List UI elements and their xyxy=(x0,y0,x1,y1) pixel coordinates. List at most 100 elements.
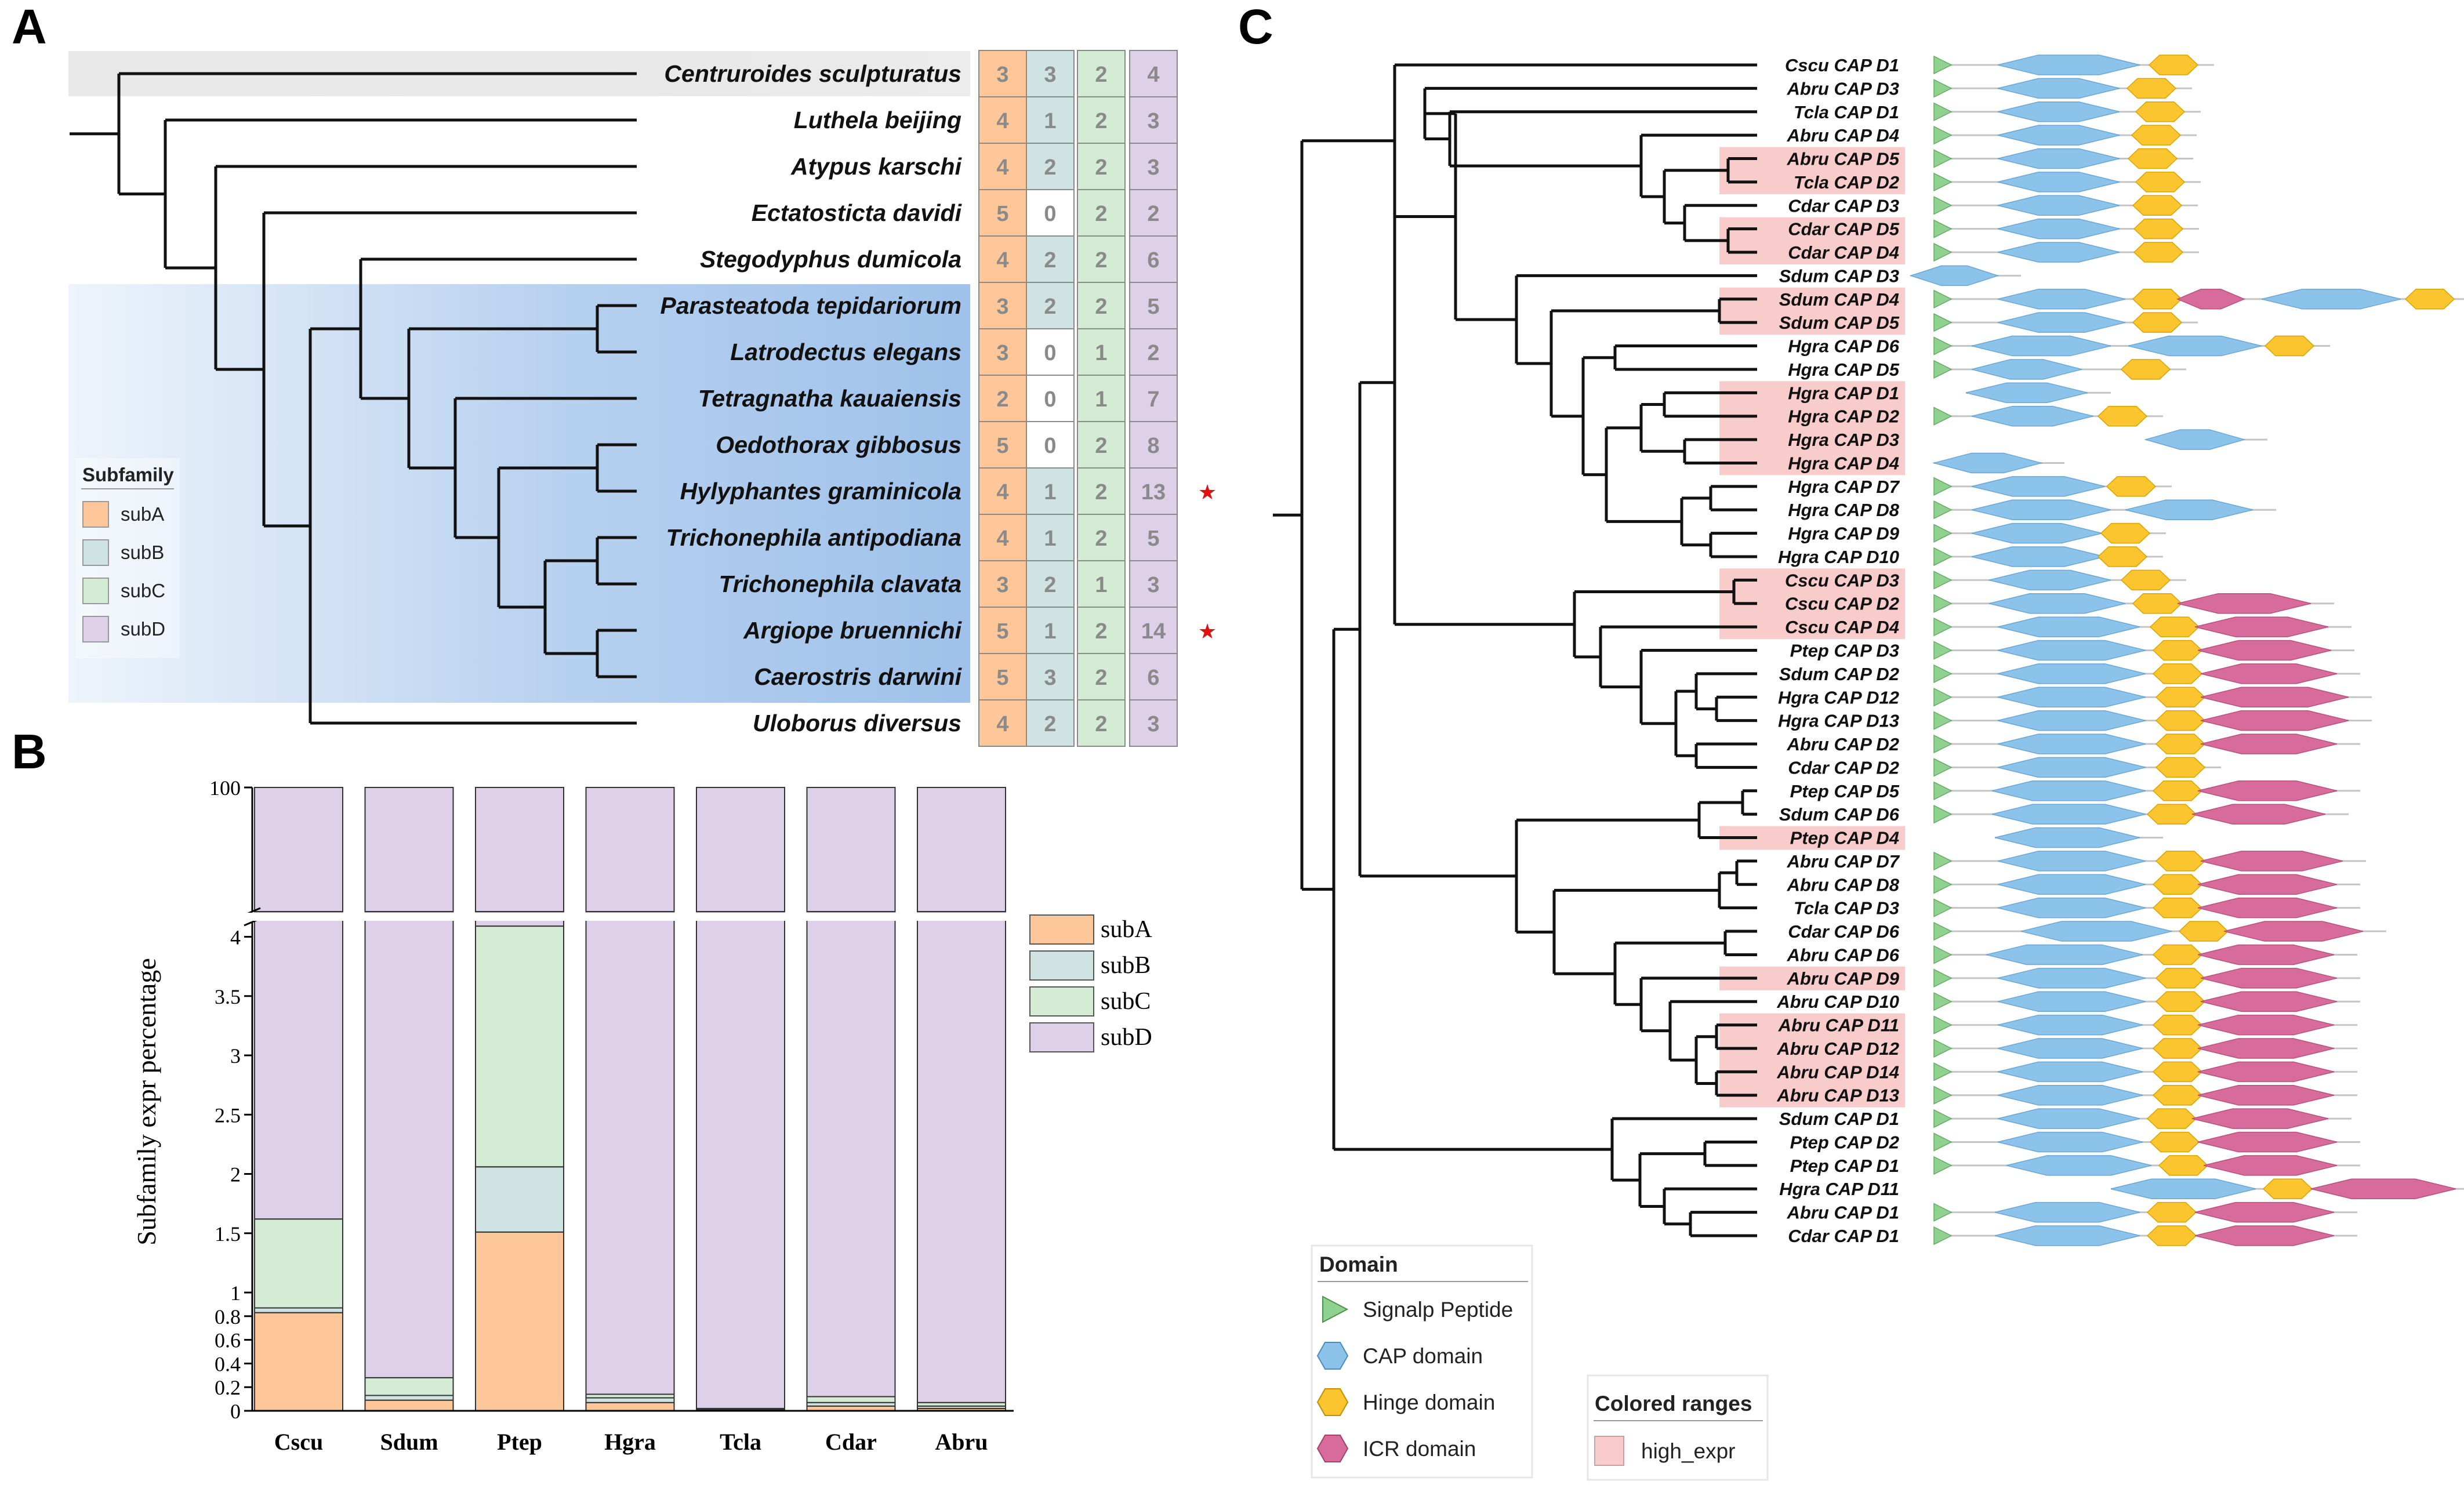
count-cell xyxy=(1077,282,1126,329)
count-cell xyxy=(1077,375,1126,422)
cap-domain xyxy=(1997,125,2120,146)
count-value: 2 xyxy=(1044,295,1056,319)
domain-legend-label: Signalp Peptide xyxy=(1363,1298,1513,1322)
panel-c-gene-tree: Cscu CAP D1 Abru CAP D3 Tcla CAP D1 Abru CA… xyxy=(1273,55,2464,1481)
hinge-domain xyxy=(2155,734,2206,754)
x-tick-label: Abru xyxy=(935,1429,988,1455)
cap-domain xyxy=(2261,289,2401,310)
signal-peptide-icon xyxy=(1933,898,1953,917)
gene-name: Hgra CAP D5 xyxy=(1788,360,1900,380)
icr-domain xyxy=(2200,710,2349,731)
gene-name: Sdum CAP D4 xyxy=(1779,289,1899,310)
legend-cap-icon xyxy=(1316,1342,1349,1370)
star-icon: ★ xyxy=(1198,619,1217,643)
hinge-domain xyxy=(2132,593,2183,614)
species-name: Centruroides sculpturatus xyxy=(664,60,961,87)
bar-segment-subD xyxy=(696,912,785,1409)
gene-name: Hgra CAP D6 xyxy=(1788,336,1900,357)
hinge-domain xyxy=(2135,172,2186,193)
hinge-domain xyxy=(2100,522,2151,544)
cap-domain xyxy=(2128,335,2262,357)
chart-legend-swatch xyxy=(1029,986,1094,1017)
gene-name: Tcla CAP D2 xyxy=(1794,172,1899,193)
bar-segment-subD xyxy=(585,912,675,1395)
gene-name: Hgra CAP D12 xyxy=(1778,687,1899,707)
bar-segment-subC xyxy=(364,1377,454,1396)
count-cell xyxy=(1077,653,1126,700)
y-tick-label: 4 xyxy=(230,926,241,949)
hinge-domain xyxy=(2133,218,2184,239)
hinge-domain xyxy=(2120,569,2171,591)
signal-peptide-icon xyxy=(1933,804,1953,824)
signal-peptide-icon xyxy=(1933,102,1953,121)
hinge-domain xyxy=(2097,405,2148,427)
icr-domain xyxy=(2200,734,2338,754)
y-tick-label: 100 xyxy=(209,776,241,800)
signal-peptide-icon xyxy=(1933,125,1953,145)
signal-peptide-icon xyxy=(1933,875,1953,894)
count-cell xyxy=(978,328,1027,376)
subfamily-legend: Subfamily subA subB subC subD xyxy=(75,458,180,658)
signal-peptide-icon xyxy=(1933,571,1953,590)
chart-legend-swatch xyxy=(1029,950,1094,981)
cap-domain xyxy=(1997,218,2120,239)
domain-architectures xyxy=(1909,55,2464,1246)
chart-legend-label: subA xyxy=(1101,916,1152,943)
hinge-domain xyxy=(2127,148,2178,169)
species-name: Oedothorax gibbosus xyxy=(716,431,961,458)
gene-name: Abru CAP D2 xyxy=(1787,734,1899,754)
count-value: 3 xyxy=(1147,155,1159,180)
species-name: Hylyphantes graminicola xyxy=(680,478,961,504)
signal-peptide-icon xyxy=(1933,55,1953,75)
signal-peptide-icon xyxy=(1933,1132,1953,1152)
cap-domain xyxy=(1971,335,2111,357)
cap-domain xyxy=(1971,546,2106,567)
count-cell xyxy=(1026,50,1075,97)
cap-domain xyxy=(1971,359,2082,380)
gene-name: Hgra CAP D9 xyxy=(1788,524,1900,544)
count-value: 6 xyxy=(1147,248,1159,273)
count-cell xyxy=(1077,607,1126,654)
count-cell xyxy=(1026,282,1075,329)
hinge-domain xyxy=(2132,289,2183,310)
count-value: 4 xyxy=(996,712,1008,736)
cap-domain xyxy=(1988,593,2126,614)
hinge-domain xyxy=(2135,101,2186,122)
y-tick-label: 2 xyxy=(230,1163,241,1186)
gene-name: Abru CAP D10 xyxy=(1776,992,1899,1012)
count-cell xyxy=(1077,514,1126,561)
icr-domain xyxy=(2194,1201,2335,1223)
y-tick-label: 0.4 xyxy=(215,1352,241,1375)
icr-domain xyxy=(2200,991,2338,1012)
icr-domain xyxy=(2197,1038,2335,1059)
count-value: 5 xyxy=(996,202,1008,226)
gene-name: Cscu CAP D1 xyxy=(1785,55,1899,75)
gene-name: Abru CAP D14 xyxy=(1776,1062,1899,1082)
count-cell xyxy=(1129,96,1178,144)
species-name: Luthela beijing xyxy=(794,107,961,133)
subfamily-count-table: 3 3 2 4 4 1 2 3 4 2 2 3 5 0 2 2 4 2 2 6 3 2 2 5 3 0 1 2 2 0 1 7 5 0 2 8 4 1 2 1… xyxy=(978,50,1178,747)
y-tick-label: 3.5 xyxy=(215,985,241,1008)
species-name: Ectatosticta davidi xyxy=(752,199,963,226)
icr-domain xyxy=(2191,1108,2329,1129)
count-value: 3 xyxy=(1147,109,1159,133)
signal-peptide-icon xyxy=(1933,1015,1953,1034)
hinge-domain xyxy=(2131,125,2182,146)
bar-segment-subD xyxy=(585,787,675,912)
count-value: 3 xyxy=(996,63,1008,87)
icr-domain xyxy=(2223,921,2364,942)
bar-segment-subD xyxy=(254,787,343,912)
cap-domain xyxy=(1997,734,2146,754)
signal-peptide-icon xyxy=(1933,79,1953,98)
legend-swatch xyxy=(82,616,109,642)
y-tick-label: 0 xyxy=(230,1400,241,1423)
bar-segment-subA xyxy=(364,1399,454,1411)
icr-domain xyxy=(2197,1131,2338,1153)
signal-peptide-icon xyxy=(1933,617,1953,637)
count-cell xyxy=(1077,189,1126,237)
count-cell xyxy=(1129,235,1178,283)
gene-name: Ptep CAP D1 xyxy=(1790,1156,1899,1176)
domain-legend-box xyxy=(1311,1244,1533,1479)
hinge-domain xyxy=(2155,687,2206,708)
cap-domain xyxy=(1909,265,1999,286)
